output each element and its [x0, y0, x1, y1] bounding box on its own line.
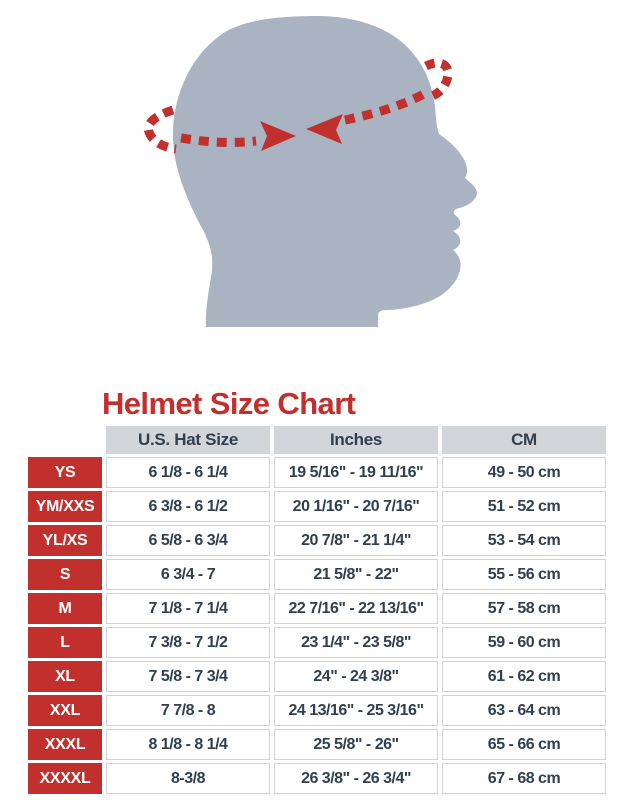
table-corner-spacer — [28, 426, 102, 454]
cell-inches: 25 5/8" - 26" — [274, 729, 438, 760]
column-header-hat-size: U.S. Hat Size — [106, 426, 270, 454]
cell-cm: 59 - 60 cm — [442, 627, 606, 658]
cell-hat-size: 7 7/8 - 8 — [106, 695, 270, 726]
cell-hat-size: 7 5/8 - 7 3/4 — [106, 661, 270, 692]
tape-left-loop — [143, 105, 177, 154]
row-label-xxxl: XXXL — [28, 729, 102, 760]
cell-hat-size: 6 1/8 - 6 1/4 — [106, 457, 270, 488]
row-label-ys: YS — [28, 457, 102, 488]
cell-cm: 65 - 66 cm — [442, 729, 606, 760]
cell-inches: 20 1/16" - 20 7/16" — [274, 491, 438, 522]
tape-front-right-dashes — [344, 87, 432, 125]
cell-hat-size: 7 3/8 - 7 1/2 — [106, 627, 270, 658]
cell-hat-size: 6 3/8 - 6 1/2 — [106, 491, 270, 522]
column-header-cm: CM — [442, 426, 606, 454]
cell-cm: 51 - 52 cm — [442, 491, 606, 522]
head-profile-illustration — [143, 16, 477, 327]
cell-hat-size: 7 1/8 - 7 1/4 — [106, 593, 270, 624]
page-title: Helmet Size Chart — [102, 386, 356, 421]
cell-hat-size: 6 3/4 - 7 — [106, 559, 270, 590]
cell-inches: 23 1/4" - 23 5/8" — [274, 627, 438, 658]
row-label-s: S — [28, 559, 102, 590]
cell-hat-size: 8-3/8 — [106, 763, 270, 794]
cell-inches: 19 5/16" - 19 11/16" — [274, 457, 438, 488]
cell-inches: 22 7/16" - 22 13/16" — [274, 593, 438, 624]
cell-cm: 49 - 50 cm — [442, 457, 606, 488]
cell-cm: 67 - 68 cm — [442, 763, 606, 794]
row-label-l: L — [28, 627, 102, 658]
row-label-xl: XL — [28, 661, 102, 692]
helmet-size-table: U.S. Hat Size Inches CM YS 6 1/8 - 6 1/4… — [28, 426, 606, 794]
head-silhouette — [172, 16, 477, 327]
cell-cm: 61 - 62 cm — [442, 661, 606, 692]
cell-cm: 57 - 58 cm — [442, 593, 606, 624]
tape-arrow-left-icon — [306, 114, 343, 144]
cell-inches: 21 5/8" - 22" — [274, 559, 438, 590]
row-label-xxxxl: XXXXL — [28, 763, 102, 794]
column-header-inches: Inches — [274, 426, 438, 454]
row-label-xxl: XXL — [28, 695, 102, 726]
cell-inches: 24" - 24 3/8" — [274, 661, 438, 692]
row-label-yl-xs: YL/XS — [28, 525, 102, 556]
cell-cm: 63 - 64 cm — [442, 695, 606, 726]
cell-inches: 24 13/16" - 25 3/16" — [274, 695, 438, 726]
cell-inches: 20 7/8" - 21 1/4" — [274, 525, 438, 556]
cell-inches: 26 3/8" - 26 3/4" — [274, 763, 438, 794]
cell-cm: 53 - 54 cm — [442, 525, 606, 556]
row-label-m: M — [28, 593, 102, 624]
tape-front-left-dashes — [180, 133, 257, 147]
row-label-ym-xxs: YM/XXS — [28, 491, 102, 522]
cell-cm: 55 - 56 cm — [442, 559, 606, 590]
cell-hat-size: 6 5/8 - 6 3/4 — [106, 525, 270, 556]
cell-hat-size: 8 1/8 - 8 1/4 — [106, 729, 270, 760]
tape-right-loop — [423, 58, 453, 101]
tape-arrow-right-icon — [260, 121, 296, 151]
